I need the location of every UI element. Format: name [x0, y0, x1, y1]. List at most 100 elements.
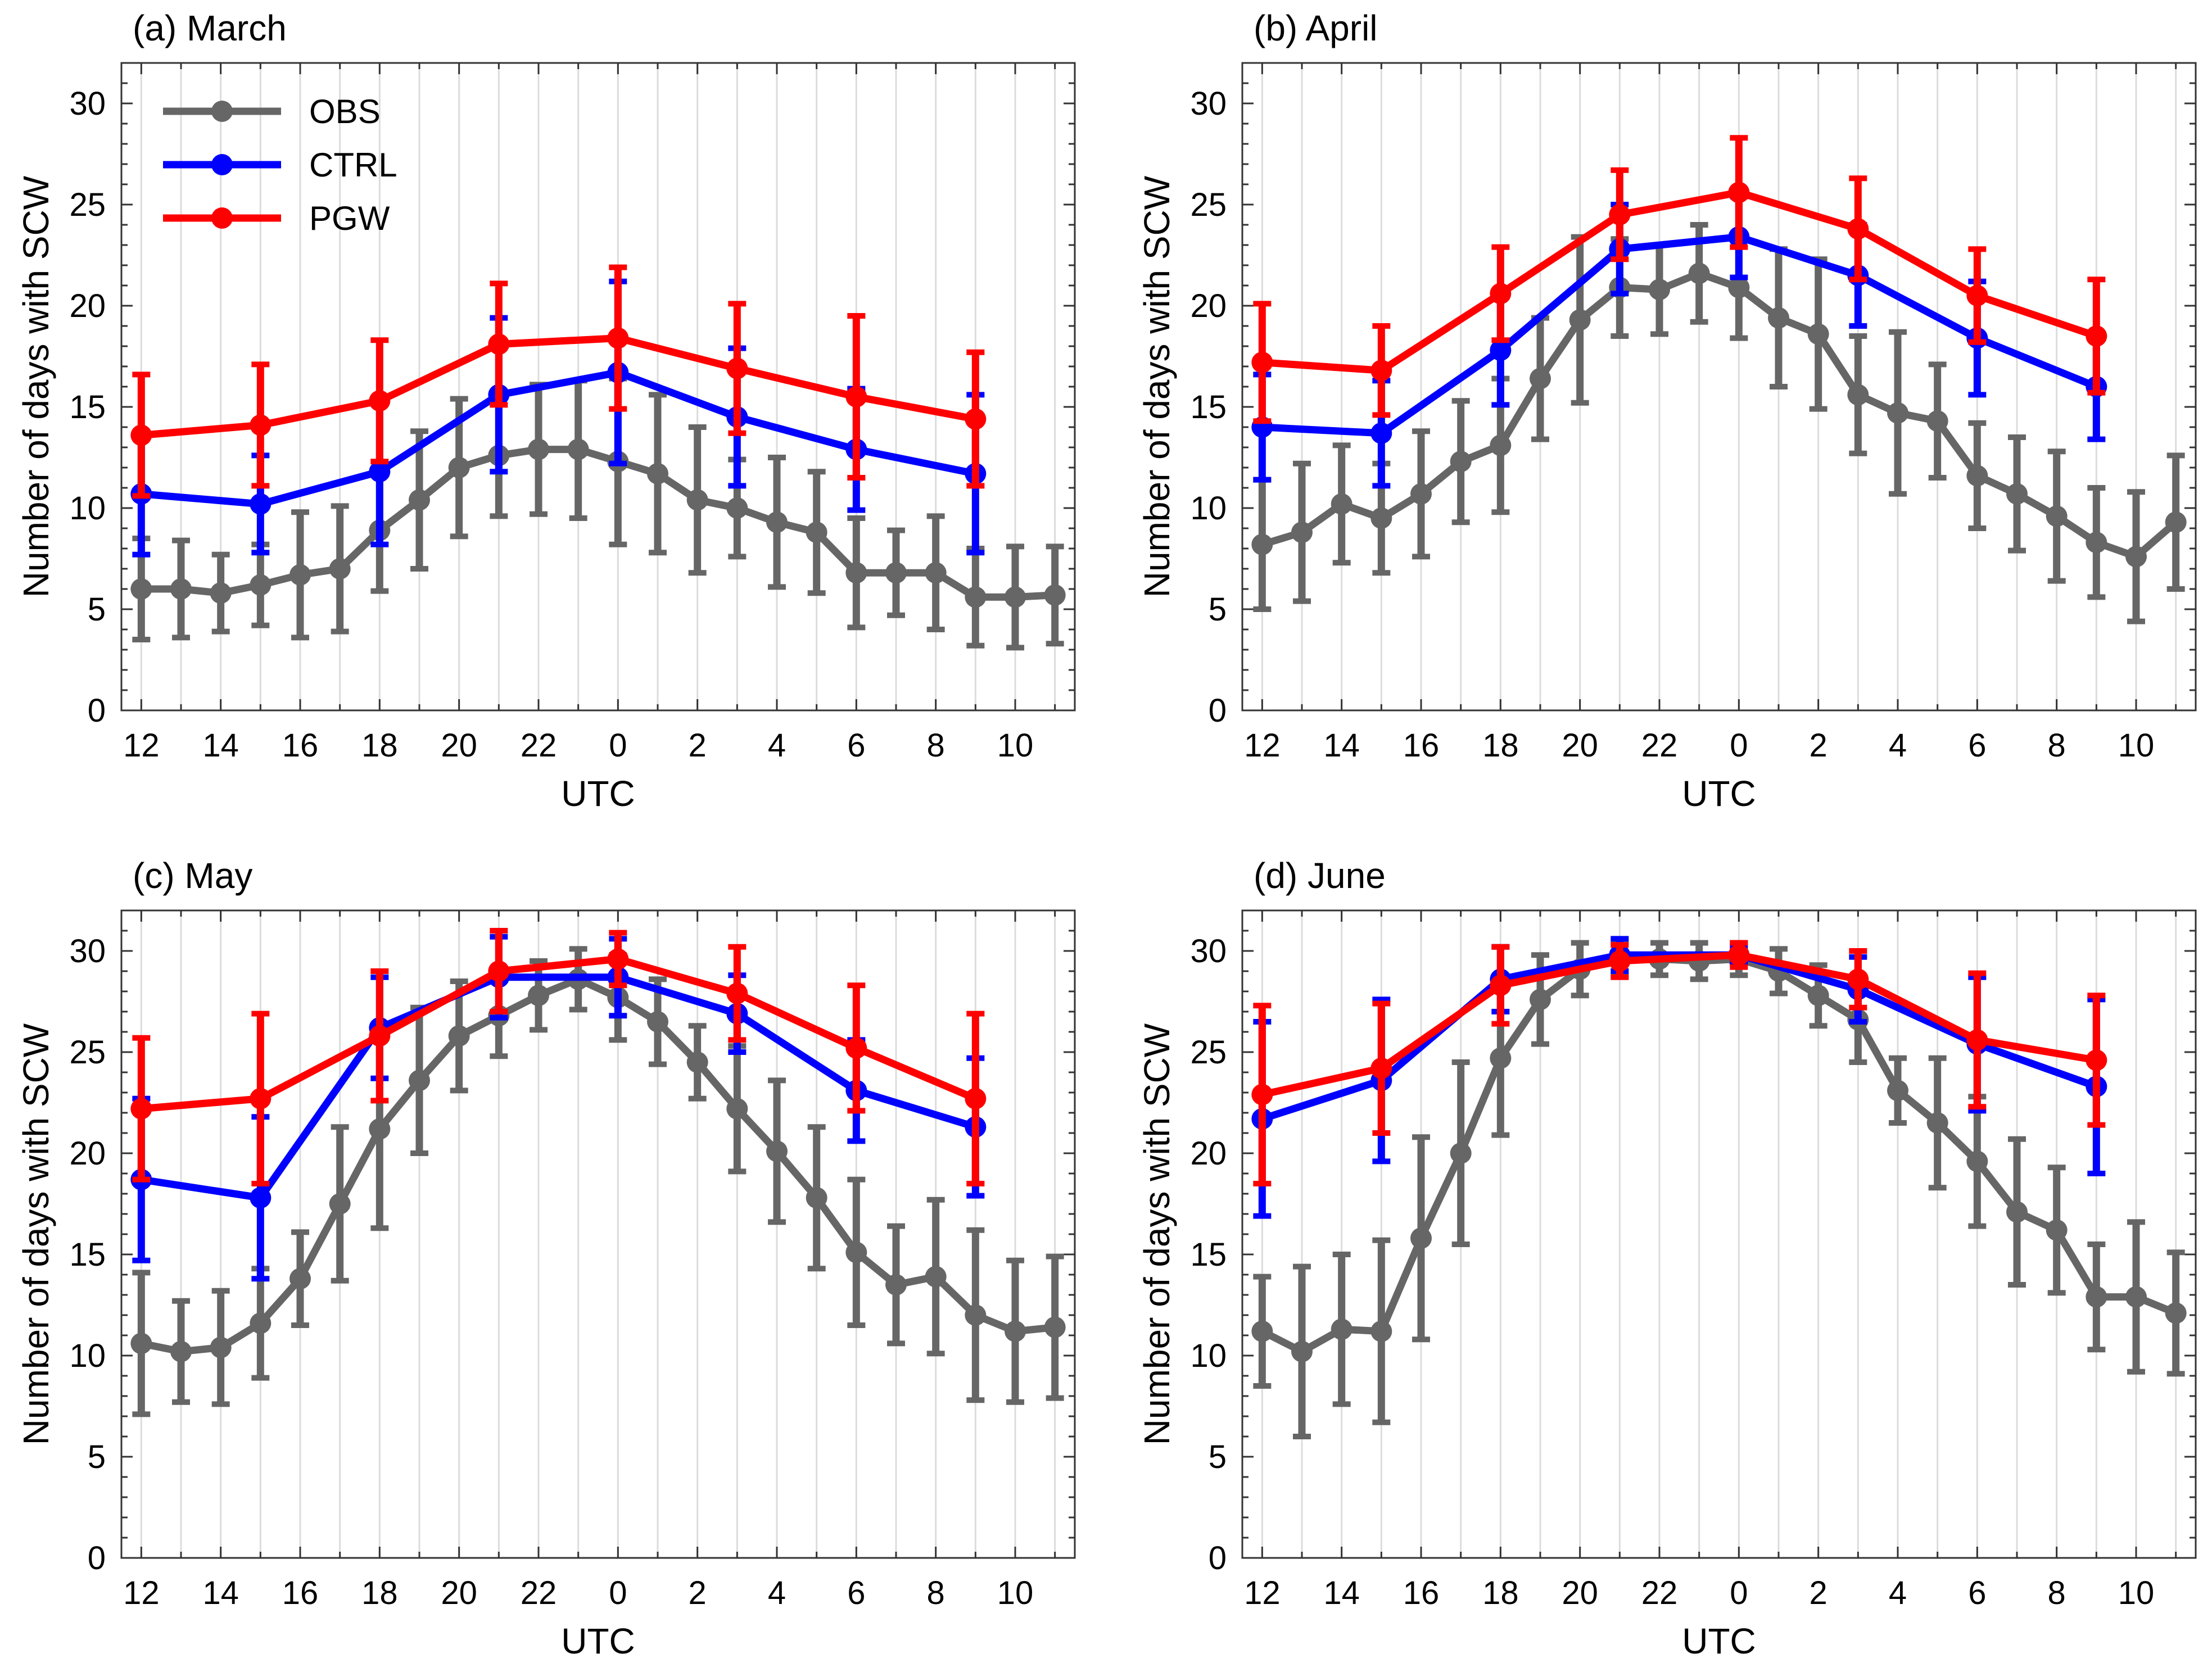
data-point	[925, 562, 947, 584]
panel-title: (d) June	[1254, 855, 1386, 896]
data-point	[965, 1304, 987, 1326]
x-tick-label: 16	[1403, 727, 1440, 764]
x-tick-label: 22	[1641, 727, 1678, 764]
data-point	[1728, 944, 1750, 966]
data-point	[1847, 968, 1869, 990]
data-point	[1807, 985, 1829, 1007]
series-line	[141, 973, 977, 1202]
x-tick-label: 0	[609, 727, 627, 764]
data-point	[1044, 1316, 1066, 1338]
data-point	[289, 1268, 311, 1290]
data-point	[1887, 402, 1908, 424]
x-tick-label: 18	[1482, 1575, 1519, 1611]
x-tick-label: 8	[2048, 1575, 2066, 1611]
data-point	[448, 1025, 470, 1047]
data-point	[369, 461, 391, 483]
data-point	[1728, 277, 1750, 298]
y-tick-label: 30	[69, 933, 106, 969]
legend-marker	[211, 207, 233, 229]
data-point	[965, 408, 987, 430]
legend-item-pgw: PGW	[163, 200, 390, 237]
data-point	[250, 414, 272, 436]
y-tick-label: 0	[1209, 1540, 1227, 1576]
x-tick-label: 8	[927, 727, 945, 764]
data-point	[2165, 511, 2187, 533]
x-tick-label: 2	[689, 727, 707, 764]
data-point	[409, 489, 430, 511]
data-point	[1966, 1029, 1988, 1051]
data-point	[1291, 522, 1313, 543]
data-point	[2046, 505, 2068, 527]
x-tick-label: 18	[361, 727, 398, 764]
data-point	[1005, 1320, 1026, 1342]
x-tick-label: 14	[1323, 727, 1360, 764]
y-tick-label: 30	[69, 85, 106, 122]
x-tick-label: 8	[2048, 727, 2066, 764]
y-tick-label: 25	[69, 187, 106, 223]
data-point	[766, 1140, 788, 1162]
x-tick-label: 4	[768, 1575, 786, 1611]
data-point	[1688, 262, 1710, 284]
data-point	[1251, 1320, 1273, 1342]
plot-frame	[120, 62, 1076, 712]
data-point	[1370, 1320, 1392, 1342]
x-tick-label: 16	[1403, 1575, 1440, 1611]
data-point	[528, 985, 549, 1007]
data-point	[965, 1088, 987, 1109]
data-point	[250, 1312, 272, 1334]
series-line	[141, 446, 1055, 601]
data-point	[1410, 1227, 1432, 1249]
data-point	[130, 1098, 152, 1120]
data-point	[1044, 584, 1066, 606]
data-point	[448, 457, 470, 478]
data-point	[885, 562, 907, 584]
data-point	[1370, 360, 1392, 382]
data-point	[965, 586, 987, 608]
x-axis-label: UTC	[1682, 1621, 1756, 1661]
x-tick-label: 20	[1562, 1575, 1598, 1611]
legend-marker	[211, 101, 233, 122]
data-point	[369, 1025, 391, 1047]
series-pgw	[1251, 135, 2107, 424]
x-tick-label: 10	[2118, 727, 2155, 764]
x-tick-label: 20	[441, 1575, 477, 1611]
y-tick-label: 30	[1190, 85, 1227, 122]
x-tick-label: 22	[521, 1575, 557, 1611]
data-point	[1370, 422, 1392, 444]
x-tick-label: 12	[1244, 727, 1281, 764]
x-tick-label: 22	[521, 727, 557, 764]
y-tick-label: 0	[88, 692, 106, 729]
data-point	[170, 578, 192, 600]
x-tick-label: 10	[997, 727, 1034, 764]
data-point	[766, 511, 788, 533]
data-point	[1331, 1318, 1352, 1340]
plot-frame	[120, 909, 1076, 1559]
data-point	[1609, 950, 1631, 972]
data-point	[806, 1187, 827, 1209]
data-point	[1251, 1084, 1273, 1105]
data-point	[1530, 989, 1551, 1011]
x-tick-label: 0	[1730, 727, 1748, 764]
x-tick-label: 6	[1968, 1575, 1986, 1611]
legend-label: CTRL	[309, 146, 397, 184]
x-tick-label: 0	[609, 1575, 627, 1611]
data-point	[1490, 434, 1512, 456]
data-point	[845, 562, 867, 584]
data-point	[607, 327, 629, 349]
y-tick-label: 20	[69, 288, 106, 324]
data-point	[1251, 351, 1273, 373]
x-tick-label: 22	[1641, 1575, 1678, 1611]
x-tick-label: 14	[1323, 1575, 1360, 1611]
y-tick-label: 25	[1190, 187, 1227, 223]
legend: OBS CTRL PGW	[163, 93, 397, 237]
data-point	[1370, 508, 1392, 529]
data-point	[1569, 309, 1591, 331]
data-point	[806, 522, 827, 543]
data-point	[1887, 1080, 1908, 1102]
data-point	[2086, 1049, 2107, 1071]
data-point	[845, 386, 867, 407]
x-tick-label: 12	[1244, 1575, 1281, 1611]
data-point	[2006, 483, 2028, 505]
y-tick-label: 15	[1190, 1236, 1227, 1273]
x-tick-label: 2	[1810, 1575, 1827, 1611]
